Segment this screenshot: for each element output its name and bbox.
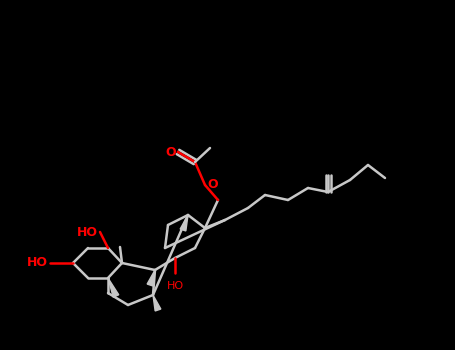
Polygon shape <box>180 215 188 231</box>
Text: O: O <box>165 146 176 159</box>
Polygon shape <box>147 270 155 286</box>
Polygon shape <box>153 295 161 311</box>
Text: HO: HO <box>27 257 48 270</box>
Polygon shape <box>108 278 119 297</box>
Text: HO: HO <box>77 225 98 238</box>
Text: O: O <box>207 178 217 191</box>
Text: HO: HO <box>167 281 183 291</box>
